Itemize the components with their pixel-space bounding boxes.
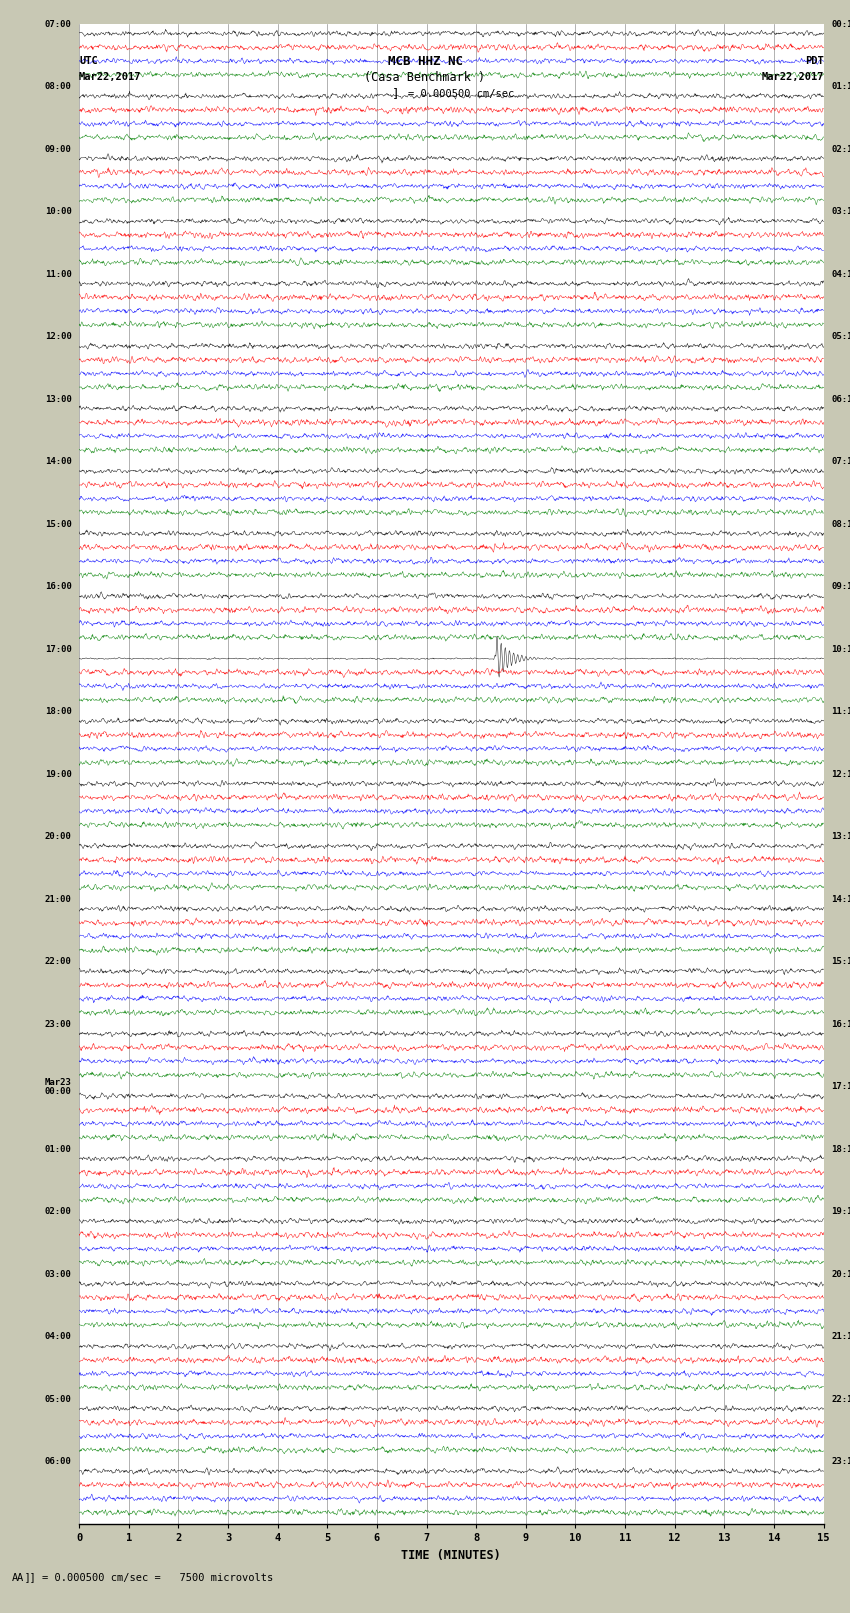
Text: (Casa Benchmark ): (Casa Benchmark ) bbox=[365, 71, 485, 84]
Text: 02:15: 02:15 bbox=[831, 145, 850, 153]
Text: 21:00: 21:00 bbox=[45, 895, 71, 903]
Text: 19:00: 19:00 bbox=[45, 769, 71, 779]
Text: 12:00: 12:00 bbox=[45, 332, 71, 342]
Text: 17:15: 17:15 bbox=[831, 1082, 850, 1092]
Text: 09:00: 09:00 bbox=[45, 145, 71, 153]
Text: MCB HHZ NC: MCB HHZ NC bbox=[388, 55, 462, 68]
Text: 19:15: 19:15 bbox=[831, 1207, 850, 1216]
Text: 16:15: 16:15 bbox=[831, 1019, 850, 1029]
Text: 13:00: 13:00 bbox=[45, 395, 71, 403]
Text: 17:00: 17:00 bbox=[45, 645, 71, 653]
Text: 02:00: 02:00 bbox=[45, 1207, 71, 1216]
Text: 23:00: 23:00 bbox=[45, 1019, 71, 1029]
Text: = 0.000500 cm/sec: = 0.000500 cm/sec bbox=[408, 89, 514, 98]
Text: 07:15: 07:15 bbox=[831, 456, 850, 466]
Text: 18:00: 18:00 bbox=[45, 706, 71, 716]
Text: 13:15: 13:15 bbox=[831, 832, 850, 842]
Text: 23:15: 23:15 bbox=[831, 1457, 850, 1466]
Text: 08:00: 08:00 bbox=[45, 82, 71, 92]
Text: A ]: A ] bbox=[12, 1573, 31, 1582]
Text: 01:15: 01:15 bbox=[831, 82, 850, 92]
Text: 14:00: 14:00 bbox=[45, 456, 71, 466]
Text: 01:00: 01:00 bbox=[45, 1145, 71, 1153]
Text: 03:00: 03:00 bbox=[45, 1269, 71, 1279]
Text: PDT: PDT bbox=[805, 56, 824, 66]
Text: 05:00: 05:00 bbox=[45, 1395, 71, 1403]
Text: 16:00: 16:00 bbox=[45, 582, 71, 592]
Text: Mar22,2017: Mar22,2017 bbox=[761, 73, 824, 82]
Text: 07:00: 07:00 bbox=[45, 19, 71, 29]
Text: 12:15: 12:15 bbox=[831, 769, 850, 779]
Text: 11:00: 11:00 bbox=[45, 269, 71, 279]
Text: 06:00: 06:00 bbox=[45, 1457, 71, 1466]
Text: 09:15: 09:15 bbox=[831, 582, 850, 592]
Text: 10:00: 10:00 bbox=[45, 206, 71, 216]
Text: 14:15: 14:15 bbox=[831, 895, 850, 903]
Text: 08:15: 08:15 bbox=[831, 519, 850, 529]
Text: 00:00: 00:00 bbox=[45, 1087, 71, 1095]
Text: 11:15: 11:15 bbox=[831, 706, 850, 716]
Text: ]: ] bbox=[392, 87, 399, 100]
Text: 10:15: 10:15 bbox=[831, 645, 850, 653]
Text: 21:15: 21:15 bbox=[831, 1332, 850, 1342]
Text: 00:15: 00:15 bbox=[831, 19, 850, 29]
Text: 20:15: 20:15 bbox=[831, 1269, 850, 1279]
Text: 22:00: 22:00 bbox=[45, 957, 71, 966]
Text: Mar22,2017: Mar22,2017 bbox=[79, 73, 142, 82]
X-axis label: TIME (MINUTES): TIME (MINUTES) bbox=[401, 1548, 502, 1561]
Text: 04:15: 04:15 bbox=[831, 269, 850, 279]
Text: 15:00: 15:00 bbox=[45, 519, 71, 529]
Text: 15:15: 15:15 bbox=[831, 957, 850, 966]
Text: 22:15: 22:15 bbox=[831, 1395, 850, 1403]
Text: 06:15: 06:15 bbox=[831, 395, 850, 403]
Text: 04:00: 04:00 bbox=[45, 1332, 71, 1342]
Text: 03:15: 03:15 bbox=[831, 206, 850, 216]
Text: 05:15: 05:15 bbox=[831, 332, 850, 342]
Text: 18:15: 18:15 bbox=[831, 1145, 850, 1153]
Text: 20:00: 20:00 bbox=[45, 832, 71, 842]
Text: Mar23: Mar23 bbox=[45, 1077, 71, 1087]
Text: A ] = 0.000500 cm/sec =   7500 microvolts: A ] = 0.000500 cm/sec = 7500 microvolts bbox=[17, 1573, 273, 1582]
Text: UTC: UTC bbox=[79, 56, 98, 66]
